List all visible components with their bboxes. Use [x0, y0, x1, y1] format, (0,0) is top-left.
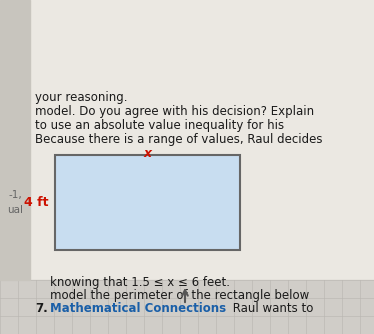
Bar [55, 155, 240, 250]
Text: Because there is a range of values, Raul decides: Because there is a range of values, Raul… [35, 133, 322, 146]
Bar [0, 0, 30, 280]
Text: 7.: 7. [35, 302, 48, 315]
Text: Raul wants to: Raul wants to [229, 302, 313, 315]
Bar [0, 280, 374, 334]
Text: model. Do you agree with his decision? Explain: model. Do you agree with his decision? E… [35, 105, 314, 118]
Text: to use an absolute value inequality for his: to use an absolute value inequality for … [35, 119, 284, 132]
Text: model the perimeter of the rectangle below: model the perimeter of the rectangle bel… [50, 289, 309, 302]
Text: x: x [144, 147, 151, 160]
Text: your reasoning.: your reasoning. [35, 91, 128, 104]
Text: -1,: -1, [8, 190, 22, 200]
Text: 4 ft: 4 ft [25, 196, 49, 209]
Text: knowing that 1.5 ≤ x ≤ 6 feet.: knowing that 1.5 ≤ x ≤ 6 feet. [50, 276, 230, 289]
Text: Mathematical Connections: Mathematical Connections [50, 302, 226, 315]
Text: ual: ual [7, 205, 23, 215]
